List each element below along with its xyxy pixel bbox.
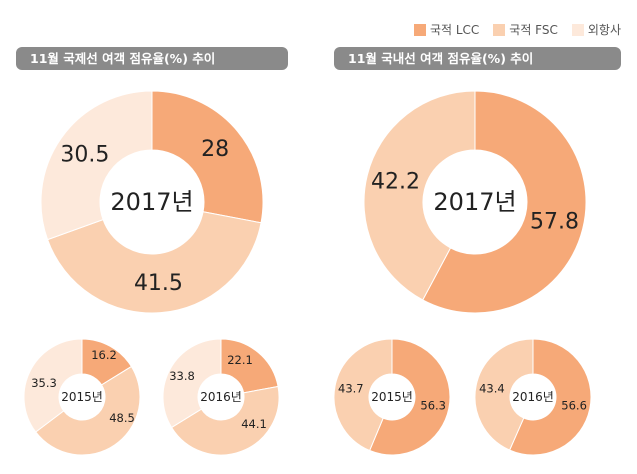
donut-value-label-0: 22.1 — [227, 353, 253, 367]
donut-slice-1 — [46, 211, 262, 314]
donut-value-label-2: 35.3 — [31, 376, 57, 390]
donut-slice-1 — [35, 365, 141, 456]
donut-center-label: 2015년 — [61, 390, 103, 404]
donut-center-label: 2016년 — [200, 390, 242, 404]
donut-slice-2 — [162, 338, 222, 429]
donut-value-label-0: 56.3 — [420, 398, 446, 412]
donut-value-label-1: 43.7 — [338, 382, 364, 396]
donut-value-label-2: 33.8 — [169, 369, 195, 383]
donut-slice-0 — [368, 338, 451, 456]
donut-slice-1 — [170, 385, 280, 456]
donut-domestic-4: 56.3 43.7 2015년 — [333, 338, 451, 456]
donut-slice-2 — [23, 338, 83, 433]
donut-value-label-1: 44.1 — [241, 417, 267, 431]
donut-slice-0 — [151, 90, 264, 224]
donut-domestic-5: 56.6 43.4 2016년 — [474, 338, 592, 456]
donut-center-label: 2015년 — [371, 390, 413, 404]
donut-slice-0 — [422, 90, 587, 314]
donut-slice-0 — [508, 338, 592, 456]
donut-slice-0 — [220, 338, 279, 394]
donut-value-label-0: 56.6 — [561, 399, 587, 413]
legend-item-lcc: 국적 LCC — [413, 21, 480, 38]
donut-international-2: 22.1 44.1 33.8 2016년 — [162, 338, 280, 456]
donut-value-label-1: 48.5 — [109, 411, 135, 425]
donut-international-1: 16.2 48.5 35.3 2015년 — [23, 338, 141, 456]
donut-center-label: 2017년 — [433, 188, 516, 216]
donut-slice-1 — [474, 338, 534, 451]
donut-domestic-3: 57.8 42.2 2017년 — [363, 90, 587, 314]
donut-value-label-0: 57.8 — [530, 209, 579, 234]
legend-swatch-lcc — [413, 23, 426, 36]
donut-center-label: 2017년 — [110, 188, 193, 216]
legend-swatch-foreign — [571, 23, 584, 36]
legend-label-foreign: 외항사 — [587, 23, 621, 37]
donut-value-label-2: 30.5 — [60, 142, 109, 167]
donut-center-label: 2016년 — [512, 390, 554, 404]
donut-value-label-1: 41.5 — [134, 271, 183, 296]
donut-value-label-0: 28 — [201, 137, 229, 162]
donut-slice-1 — [333, 338, 393, 452]
legend: 국적 LCC 국적 FSC 외항사 — [413, 21, 621, 38]
donut-slice-2 — [40, 90, 153, 241]
donut-value-label-1: 42.2 — [371, 170, 420, 195]
donut-value-label-0: 16.2 — [91, 348, 117, 362]
legend-label-lcc: 국적 LCC — [429, 23, 480, 37]
international-chart-title: 11월 국제선 여객 점유율(%) 추이 — [16, 47, 288, 70]
donut-slice-1 — [363, 90, 476, 301]
legend-item-foreign: 외항사 — [571, 21, 621, 38]
legend-item-fsc: 국적 FSC — [493, 21, 558, 38]
domestic-chart-title: 11월 국내선 여객 점유율(%) 추이 — [334, 47, 621, 70]
legend-label-fsc: 국적 FSC — [509, 23, 558, 37]
legend-swatch-fsc — [493, 23, 506, 36]
donut-value-label-1: 43.4 — [479, 381, 505, 395]
